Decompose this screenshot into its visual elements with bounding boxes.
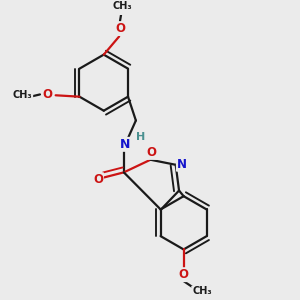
Text: O: O [93,173,103,186]
Text: H: H [136,132,145,142]
Text: O: O [43,88,53,101]
Text: N: N [177,158,187,171]
Text: CH₃: CH₃ [13,90,32,100]
Text: CH₃: CH₃ [192,286,212,296]
Text: N: N [120,138,130,151]
Text: O: O [178,268,189,281]
Text: CH₃: CH₃ [112,1,132,11]
Text: O: O [115,22,125,35]
Text: O: O [147,146,157,159]
